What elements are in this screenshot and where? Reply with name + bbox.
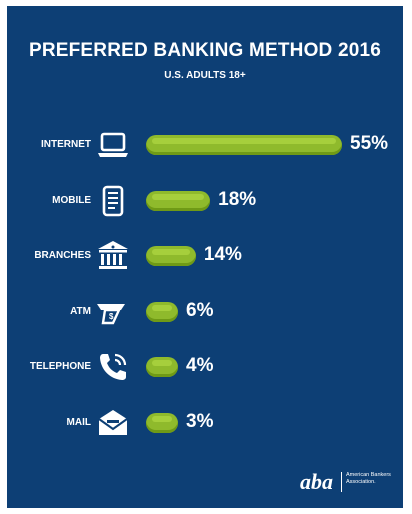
bar <box>146 135 342 155</box>
bar <box>146 190 211 211</box>
category-label: ATM <box>70 305 91 317</box>
laptop-icon <box>95 127 131 163</box>
value-label: 55% <box>350 133 389 154</box>
value-label: 3% <box>186 410 214 432</box>
category-label: BRANCHES <box>34 250 91 261</box>
value-label: 6% <box>186 299 214 321</box>
value-label: 18% <box>218 188 257 210</box>
chart-row: TELEPHONE 4% <box>7 347 403 387</box>
chart-row: BRANCHES 14% <box>7 236 403 276</box>
chart-row: ATM $6% <box>7 292 403 332</box>
atm-card-icon: $ <box>95 294 131 330</box>
value-label: 14% <box>203 244 242 265</box>
logo-divider <box>341 472 342 492</box>
chart-title: PREFERRED BANKING METHOD 2016 <box>28 40 382 61</box>
value-label: 4% <box>186 355 214 376</box>
category-label: TELEPHONE <box>29 361 91 372</box>
chart-row: MOBILE 18% <box>7 181 403 221</box>
bar <box>146 357 178 377</box>
chart-row: INTERNET 55% <box>7 125 403 165</box>
chart-subtitle: U.S. ADULTS 18+ <box>164 70 246 81</box>
category-label: MOBILE <box>52 194 91 206</box>
bank-building-icon <box>95 238 131 274</box>
svg-text:$: $ <box>109 312 114 321</box>
chart-row: MAIL 3% <box>7 403 403 443</box>
telephone-icon <box>95 349 131 385</box>
aba-logo-mark-icon: aba <box>300 469 333 494</box>
mobile-phone-icon <box>95 183 131 219</box>
infographic-panel: PREFERRED BANKING METHOD 2016 U.S. ADULT… <box>7 6 403 508</box>
aba-logo-mark-text: aba <box>300 470 333 494</box>
bar <box>146 301 178 322</box>
bar <box>146 246 196 266</box>
category-label: INTERNET <box>41 139 91 150</box>
aba-logo: aba American Bankers Association. <box>300 469 400 496</box>
bar <box>146 412 178 433</box>
mail-envelope-icon <box>95 405 131 441</box>
aba-logo-text: American Bankers Association. <box>346 472 391 485</box>
category-label: MAIL <box>66 416 91 428</box>
